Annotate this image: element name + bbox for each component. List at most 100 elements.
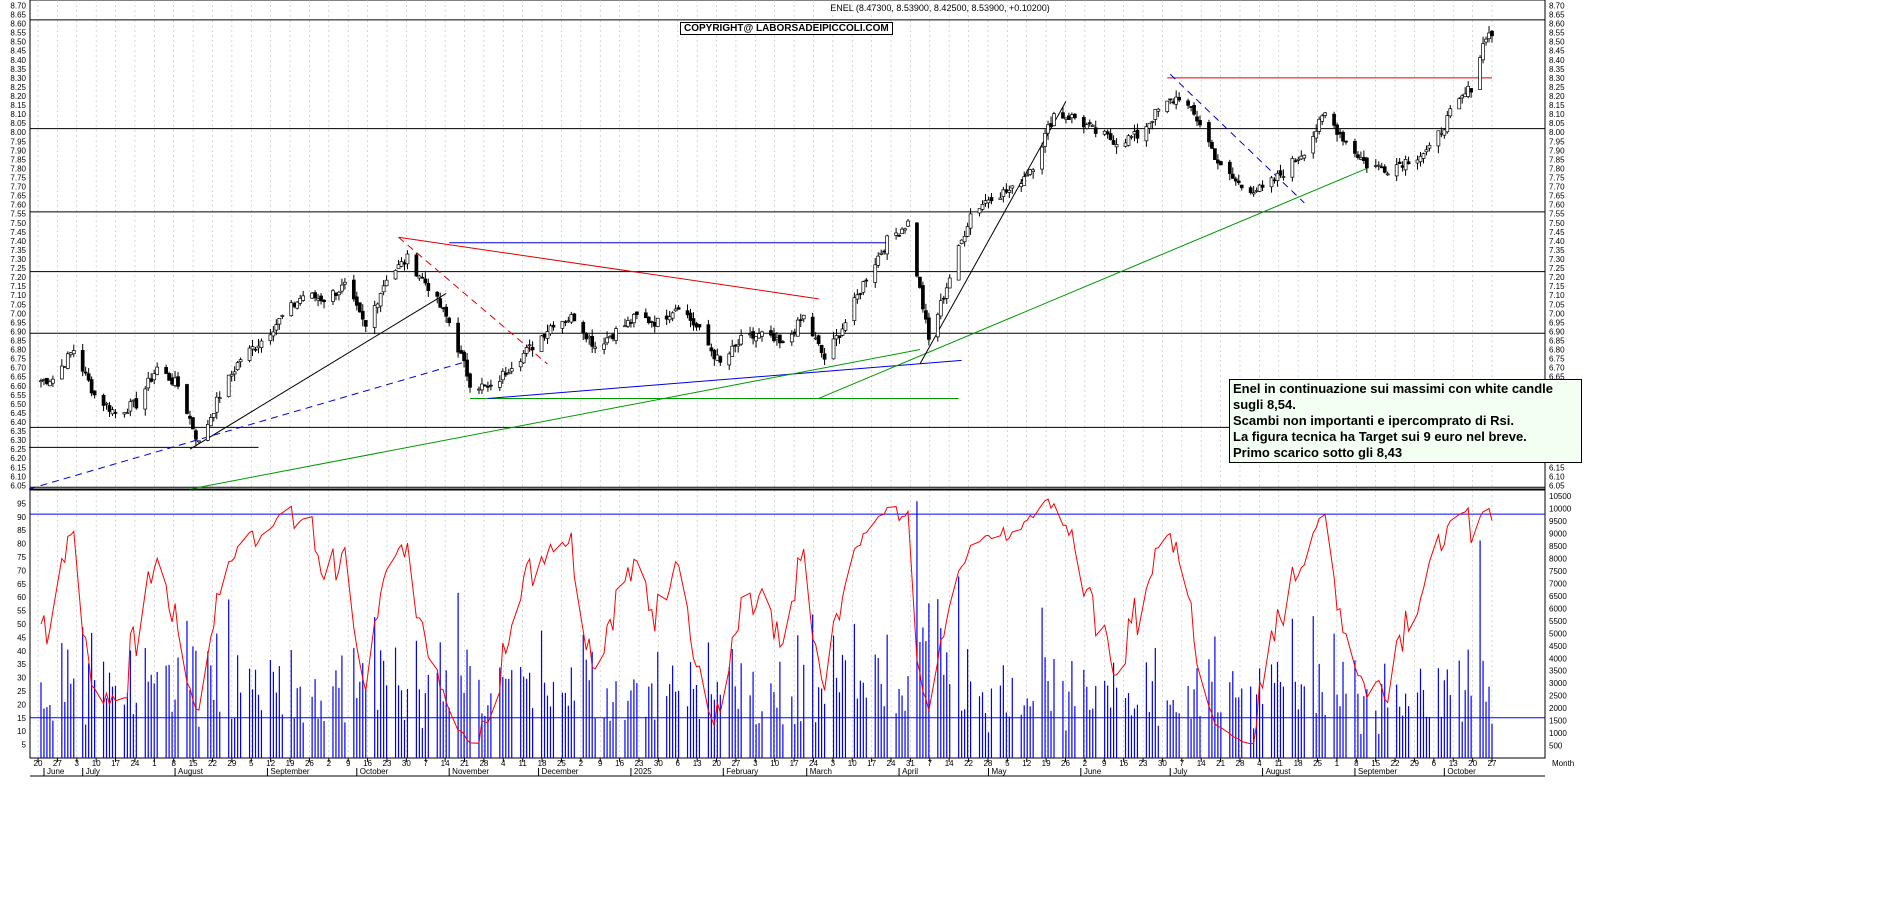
price-tick-left: 6.20	[10, 454, 26, 463]
candle-body	[632, 313, 636, 324]
candle-body	[643, 312, 648, 319]
candle-body	[280, 314, 285, 317]
price-tick-left: 7.90	[10, 146, 26, 155]
candle-body	[334, 292, 338, 296]
price-tick-left: 8.15	[10, 101, 26, 110]
x-day-label: 6	[1432, 759, 1437, 768]
x-day-label: 16	[363, 759, 372, 768]
price-tick-right: 7.25	[1549, 264, 1565, 273]
x-month-label: March	[810, 767, 832, 776]
volume-tick: 9000	[1549, 530, 1567, 539]
price-tick-right: 7.55	[1549, 210, 1565, 219]
price-tick-right: 7.80	[1549, 164, 1565, 173]
price-tick-left: 7.85	[10, 155, 26, 164]
x-day-label: 19	[286, 759, 295, 768]
indicator-panel: 5 10 15 20 25 30 35 40 45 50 55 60 65 70 75 80 85 90 95 500…	[17, 489, 1572, 759]
x-day-label: 27	[1488, 759, 1497, 768]
candle-body	[882, 250, 887, 253]
candle-body	[164, 367, 168, 374]
trendline	[487, 359, 962, 399]
candle-body	[941, 297, 946, 300]
candle-body	[253, 348, 258, 351]
candle-body	[915, 222, 919, 277]
candle-body	[906, 220, 910, 227]
candle-body	[1025, 174, 1030, 177]
candle-body	[938, 300, 943, 317]
volume-tick: 5500	[1549, 617, 1567, 626]
x-month-label: 2025	[634, 767, 652, 776]
candle-body	[569, 314, 574, 323]
candle-body	[1403, 159, 1408, 171]
rsi-tick: 90	[17, 513, 26, 522]
candle-body	[897, 234, 901, 237]
x-day-label: 24	[887, 759, 896, 768]
candle-body	[959, 239, 964, 244]
x-month-label: June	[47, 767, 65, 776]
x-day-label: 2	[579, 759, 584, 768]
price-tick-left: 8.55	[10, 29, 26, 38]
price-tick-left: 7.10	[10, 291, 26, 300]
candle-body	[468, 373, 472, 388]
candle-body	[1198, 120, 1202, 126]
x-month-label: July	[1173, 767, 1187, 776]
candle-body	[295, 301, 300, 309]
candle-body	[694, 323, 699, 328]
volume-tick: 1500	[1549, 717, 1567, 726]
candle-body	[65, 353, 70, 369]
candle-body	[1129, 136, 1134, 138]
candle-body	[1236, 180, 1241, 184]
candle-body	[122, 412, 127, 415]
candle-body	[986, 199, 991, 204]
candle-body	[1210, 142, 1214, 149]
rsi-tick: 85	[17, 526, 26, 535]
price-tick-right: 8.25	[1549, 83, 1565, 92]
candle-body	[1105, 131, 1110, 135]
x-month-label: December	[542, 767, 579, 776]
candle-body	[1487, 32, 1491, 40]
price-tick-left: 6.95	[10, 318, 26, 327]
candle-body	[1296, 158, 1301, 161]
rsi-tick: 65	[17, 580, 26, 589]
price-tick-left: 8.70	[10, 1, 26, 10]
x-day-label: 10	[848, 759, 857, 768]
candle-body	[885, 235, 890, 255]
candle-body	[194, 430, 198, 440]
x-day-label: 7	[424, 759, 429, 768]
price-tick-right: 8.30	[1549, 74, 1565, 83]
candle-body	[1463, 93, 1468, 98]
price-tick-right: 8.60	[1549, 20, 1565, 29]
candle-body	[542, 333, 547, 338]
candle-body	[1189, 106, 1193, 108]
candle-body	[1081, 117, 1086, 128]
candle-body	[1406, 161, 1411, 165]
price-tick-right: 7.70	[1549, 183, 1565, 192]
candle-body	[852, 297, 857, 322]
candle-body	[545, 331, 550, 339]
candle-body	[831, 338, 836, 360]
x-day-label: 8	[171, 759, 176, 768]
trendline	[398, 236, 548, 365]
price-tick-right: 7.15	[1549, 282, 1565, 291]
volume-tick: 10500	[1549, 492, 1572, 501]
candle-body	[500, 370, 505, 381]
candle-body	[1219, 161, 1223, 166]
candle-body	[903, 228, 907, 231]
candle-body	[1445, 115, 1450, 133]
candle-body	[405, 253, 410, 265]
candle-body	[691, 318, 696, 326]
candle-body	[483, 384, 487, 387]
candle-body	[593, 346, 598, 349]
x-day-label: 29	[227, 759, 236, 768]
price-tick-left: 8.45	[10, 47, 26, 56]
price-tick-right: 8.10	[1549, 110, 1565, 119]
x-day-label: 16	[615, 759, 624, 768]
x-axis: 20 27 3 10 17 24 1 8 15 22 29 5 12 19 26 2 9 16 23 30 7 14 21 2…	[30, 758, 1574, 777]
candle-body	[1299, 155, 1304, 160]
candle-body	[1192, 104, 1196, 115]
candle-body	[134, 398, 139, 409]
candle-body	[1147, 122, 1152, 129]
rsi-tick: 25	[17, 687, 26, 696]
candle-body	[1070, 114, 1074, 119]
rsi-tick: 75	[17, 553, 26, 562]
volume-tick: 9500	[1549, 517, 1567, 526]
